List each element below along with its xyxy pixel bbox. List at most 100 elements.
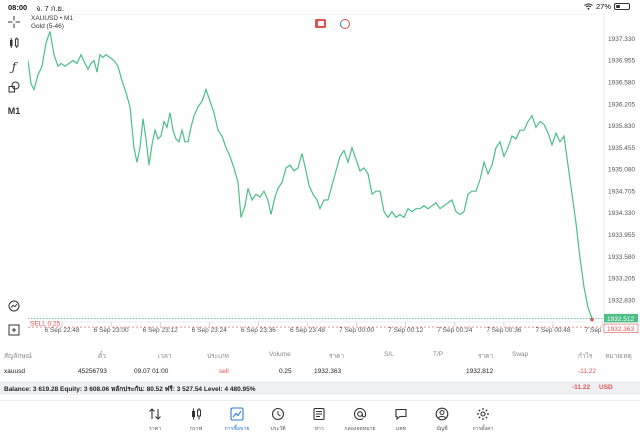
indicators-icon[interactable] xyxy=(6,37,22,53)
y-tick-label: 1933.580 xyxy=(608,254,635,261)
trade-panel-icon[interactable] xyxy=(6,300,22,316)
nav-label: กราฟ xyxy=(189,426,203,432)
nav-label: การซื้อขาย xyxy=(224,426,250,432)
nav-chat[interactable]: แชท xyxy=(382,407,420,433)
row-open-price: 1932.363 xyxy=(314,368,342,375)
nav-news[interactable]: ข่าว xyxy=(300,407,338,433)
status-bar: 08:00 จ. 7 ก.ย. 27% xyxy=(0,0,640,14)
sell-price-tag-label: 1932.363 xyxy=(607,326,634,333)
row-profit: -11.22 xyxy=(578,368,596,375)
balance-currency: USD xyxy=(599,384,613,391)
chat-icon xyxy=(395,408,407,421)
symbol-info: XAUUSD • M1 Gold (5-46) xyxy=(31,15,73,31)
col-swap: Swap xyxy=(512,351,529,358)
nav-account[interactable]: บัญชี xyxy=(423,407,461,433)
nav-mailbox[interactable]: กล่องจดหมาย xyxy=(341,407,379,433)
y-tick-label: 1933.955 xyxy=(608,232,635,239)
battery-percent: 27% xyxy=(595,2,611,11)
price-line xyxy=(28,31,593,319)
status-right: 27% xyxy=(584,2,630,11)
x-tick-label: 7 Sep 00:24 xyxy=(437,327,472,334)
chart-toolbar: ƒ M1 xyxy=(0,14,28,344)
nav-settings[interactable]: การตั้งค่า xyxy=(464,407,502,433)
x-tick-label: 7 Sep 00:12 xyxy=(388,327,423,334)
row-symbol: xauusd xyxy=(4,368,25,375)
objects-icon[interactable] xyxy=(6,81,22,97)
y-tick-label: 1934.330 xyxy=(608,210,635,217)
last-price-dot xyxy=(590,317,594,322)
trade-chart-icon xyxy=(230,407,244,421)
row-ticket: 45256793 xyxy=(78,368,107,375)
x-tick-label: 7 Sep 00:36 xyxy=(486,327,521,334)
timeframe-button[interactable]: M1 xyxy=(7,106,21,116)
arrows-updown-icon xyxy=(149,408,161,420)
y-tick-label: 1937.330 xyxy=(608,36,635,43)
y-tick-label: 1936.580 xyxy=(608,79,635,86)
col-ticket: ตั๋ว xyxy=(98,353,106,360)
battery-icon xyxy=(614,3,630,10)
x-tick-label: 7 Sep 00:00 xyxy=(339,327,374,334)
nav-quotes[interactable]: ราคา xyxy=(136,407,174,433)
row-time: 09.07 01:00 xyxy=(134,368,169,375)
x-tick-label: 6 Sep 23:24 xyxy=(192,327,227,334)
y-tick-label: 1935.080 xyxy=(608,167,635,174)
col-symbol: สัญลักษณ์ xyxy=(4,353,32,360)
status-time: 08:00 xyxy=(8,3,28,12)
news-icon xyxy=(313,407,325,421)
account-icon xyxy=(435,407,449,421)
nav-charts[interactable]: กราฟ xyxy=(177,407,215,433)
price-chart[interactable]: 1937.330 1936.955 1936.580 1936.205 1935.830… xyxy=(28,14,640,336)
row-volume: 0.25 xyxy=(279,368,292,375)
wifi-icon xyxy=(584,3,593,10)
symbol-line: XAUUSD • M1 xyxy=(31,15,74,22)
col-type: ประเภท xyxy=(207,353,229,360)
status-date: จ. 7 ก.ย. xyxy=(36,4,64,13)
balance-profit: -11.22 xyxy=(572,384,591,391)
y-tick-label: 1936.955 xyxy=(608,58,635,65)
one-click-trading-icon[interactable] xyxy=(340,19,350,29)
function-icon[interactable]: ƒ xyxy=(11,60,17,74)
nav-history[interactable]: ประวัติ xyxy=(259,407,297,433)
x-tick-label: 6 Sep 23:12 xyxy=(143,327,178,334)
x-tick-label: 7 Sep 01:00 xyxy=(585,327,620,334)
sell-price-tag xyxy=(603,323,639,333)
nav-label: กล่องจดหมาย xyxy=(344,426,376,432)
y-tick-label: 1934.705 xyxy=(608,188,635,195)
table-row[interactable]: xauusd 45256793 09.07 01:00 sell 0.25 19… xyxy=(0,365,640,379)
col-time: เวลา xyxy=(158,353,172,360)
y-tick-label: 1936.205 xyxy=(608,101,635,108)
balance-text: Balance: 3 619.28 Equity: 3 608.06 หลักป… xyxy=(4,386,256,393)
col-profit: กำไร xyxy=(578,353,593,360)
sell-order-label: SELL 0.25 xyxy=(30,321,61,328)
crosshair-icon[interactable] xyxy=(6,16,22,32)
nav-label: แชท xyxy=(395,426,407,432)
nav-trade[interactable]: การซื้อขาย xyxy=(218,407,256,433)
mail-icon xyxy=(353,408,367,420)
col-current-price: ราคา xyxy=(478,353,494,360)
nav-label: ราคา xyxy=(148,426,162,432)
current-price-tag-label: 1932.512 xyxy=(607,316,634,323)
indicator-line: Gold (5-46) xyxy=(31,23,64,30)
y-tick-label: 1933.205 xyxy=(608,276,635,283)
new-order-icon[interactable] xyxy=(6,324,22,340)
col-volume: Volume xyxy=(269,351,291,358)
col-comment: หมายเหตุ xyxy=(605,353,632,360)
table-header: สัญลักษณ์ ตั๋ว เวลา ประเภท Volume ราคา S… xyxy=(0,348,640,362)
row-type: sell xyxy=(219,368,229,375)
nav-label: ประวัติ xyxy=(270,426,286,432)
y-tick-label: 1935.455 xyxy=(608,145,635,152)
x-tick-label: 7 Sep 00:48 xyxy=(535,327,570,334)
buy-sell-badge-icon[interactable] xyxy=(315,19,326,28)
x-tick-label: 6 Sep 22:48 xyxy=(44,327,79,334)
x-tick-label: 6 Sep 23:36 xyxy=(241,327,276,334)
row-current-price: 1932.812 xyxy=(466,368,494,375)
nav-label: การตั้งค่า xyxy=(472,426,494,432)
nav-label: บัญชี xyxy=(436,426,448,432)
bottom-navigation: ราคา กราฟ การซื้อขาย ประวัติ ข่าว กล่องจ… xyxy=(0,400,640,447)
account-summary: Balance: 3 619.28 Equity: 3 608.06 หลักป… xyxy=(0,381,640,395)
col-tp: T/P xyxy=(433,351,444,358)
settings-icon xyxy=(477,408,489,420)
y-tick-label: 1932.830 xyxy=(608,297,635,304)
current-price-tag xyxy=(604,313,638,323)
y-tick-label: 1935.830 xyxy=(608,123,635,130)
